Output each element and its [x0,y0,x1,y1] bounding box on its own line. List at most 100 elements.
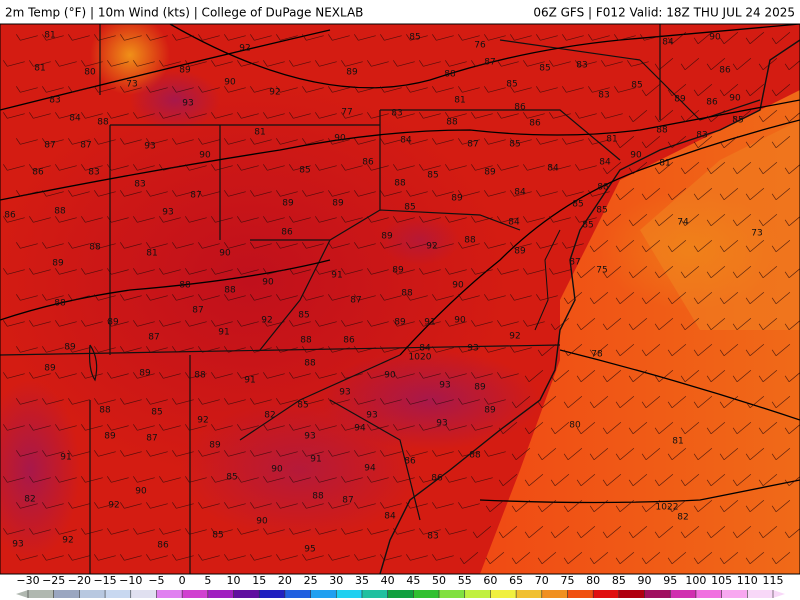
wind-barb [485,499,505,513]
temperature-label: 89 [104,432,116,442]
wind-barb [628,213,648,227]
colorbar-segment [233,590,260,598]
wind-barb [706,57,726,71]
temperature-label: 90 [454,316,466,326]
wind-barb [432,34,454,41]
temperature-label: 89 [139,369,151,379]
wind-barb [602,421,622,435]
wind-barb [146,294,168,301]
temperature-label: 92 [62,536,73,546]
temperature-label: 81 [454,96,465,106]
wind-barb [745,551,765,565]
wind-barb [120,242,142,249]
colorbar-label: 45 [406,574,420,587]
wind-barb [562,86,584,93]
wind-barb [719,343,739,357]
wind-barb [94,138,116,145]
wind-barb [42,450,64,457]
temperature-label: 86 [719,66,731,76]
wind-barb [16,86,38,93]
wind-barb [563,551,583,565]
wind-barb [471,476,493,483]
wind-barb [680,317,700,331]
wind-barb [81,424,103,431]
wind-barb [784,112,800,123]
colorbar-label: 95 [663,574,677,587]
temperature-label: 88 [656,126,668,136]
wind-barb [706,213,726,227]
wind-barb [432,450,454,457]
temperature-label: 85 [212,531,223,541]
wind-barb [706,265,726,279]
temperature-label: 75 [596,266,607,276]
colorbar-segment [156,590,183,598]
wind-barb [3,320,25,327]
wind-barb [601,112,623,119]
wind-barb [406,294,428,301]
wind-barb [537,499,557,513]
temperature-label: 93 [12,540,23,550]
temperature-label: 91 [60,453,71,463]
temperature-label: 88 [444,70,456,80]
colorbar-label: −5 [148,574,164,587]
temperature-label: 85 [596,206,607,216]
wind-barb [732,265,752,279]
wind-barb [29,372,51,379]
wind-barb [42,34,64,41]
temperature-label: 92 [426,242,437,252]
wind-barb [641,551,661,565]
wind-barb [562,34,584,41]
wind-barb [3,268,25,275]
wind-barb [68,242,90,249]
wind-barb [276,138,298,145]
temperature-label: 73 [126,80,137,90]
wind-barb [211,528,233,535]
wind-barb [224,242,246,249]
wind-barb [771,239,791,253]
wind-barb [471,372,493,379]
wind-barb [589,239,609,253]
wind-barb [562,242,584,249]
temperature-label: 90 [224,78,236,88]
wind-barb [263,112,285,119]
temperature-label: 80 [84,68,96,78]
colorbar-label: 5 [204,574,211,587]
wind-barb [68,190,90,197]
wind-barb [367,216,389,223]
wind-barb [667,187,687,201]
temperature-label: 94 [364,464,376,474]
temperature-label: 81 [672,437,683,447]
wind-barb [498,525,518,539]
colorbar-segment [413,590,440,598]
colorbar-segment [721,590,748,598]
wind-barb [29,476,51,483]
wind-barb [237,372,259,379]
wind-barb [419,320,441,327]
temperature-label: 89 [392,266,404,276]
wind-barb [484,346,506,353]
wind-barb [16,554,38,561]
wind-barb [68,398,90,405]
wind-barb [523,164,545,171]
wind-barb [537,343,557,357]
wind-barb [367,320,389,327]
wind-barb [771,291,791,305]
wind-barb [341,216,363,223]
colorbar-segment [310,590,337,598]
wind-barb [172,502,194,509]
temperature-label: 87 [484,58,495,68]
colorbar-label: 20 [278,574,292,587]
wind-barb [680,369,700,383]
wind-barb [341,60,363,67]
wind-barb [94,242,116,249]
temperature-label: 89 [484,406,496,416]
temperature-label: 89 [484,168,496,178]
wind-barb [250,450,272,457]
wind-barb [146,242,168,249]
wind-barb [693,551,713,565]
wind-barb [458,450,480,457]
temperature-label: 88 [469,451,481,461]
wind-barb [94,450,116,457]
wind-barb [784,216,800,227]
wind-barb [393,60,415,67]
